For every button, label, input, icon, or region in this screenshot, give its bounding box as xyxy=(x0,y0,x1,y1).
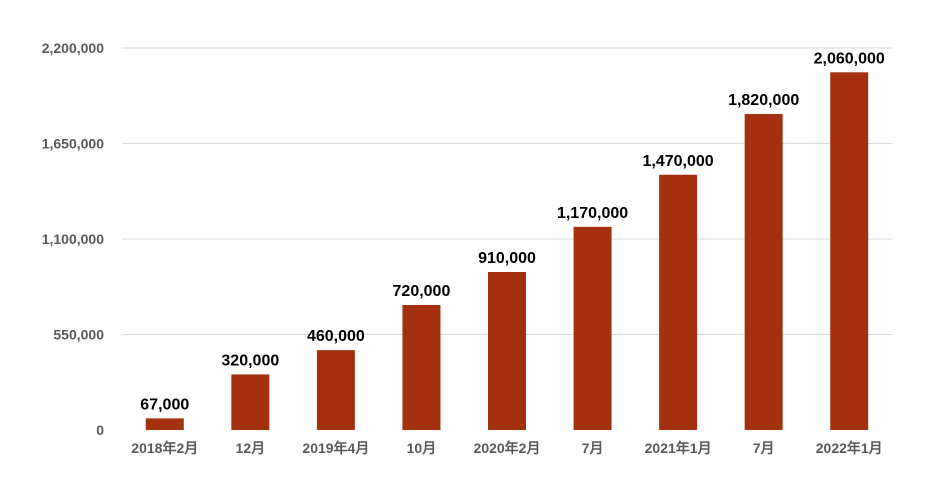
bar xyxy=(744,113,783,431)
bar xyxy=(573,226,612,430)
data-label: 2,060,000 xyxy=(814,50,885,67)
y-tick-label: 550,000 xyxy=(53,327,104,343)
x-tick-label: 2020年2月 xyxy=(474,440,541,456)
bar xyxy=(830,72,869,431)
bar xyxy=(402,304,441,430)
y-tick-label: 2,200,000 xyxy=(42,40,104,56)
data-label: 67,000 xyxy=(140,396,189,413)
bar xyxy=(488,271,526,430)
data-label: 1,170,000 xyxy=(557,205,628,222)
data-labels: 67,000 320,000 460,000 720,000 910,000 1,170,… xyxy=(140,50,885,413)
x-tick-label: 2019年4月 xyxy=(302,440,369,456)
x-tick-label: 7月 xyxy=(753,440,775,456)
y-axis-tick-labels: 0 550,000 1,100,000 1,650,000 2,200,000 xyxy=(42,40,105,438)
bar xyxy=(145,418,184,430)
data-label: 1,470,000 xyxy=(643,153,714,170)
x-tick-label: 2022年1月 xyxy=(816,440,883,456)
data-label: 910,000 xyxy=(478,250,536,267)
x-tick-label: 2018年2月 xyxy=(131,440,198,456)
bar xyxy=(231,374,270,430)
x-tick-label: 7月 xyxy=(582,440,604,456)
x-axis-tick-labels: 2018年2月 12月 2019年4月 10月 2020年2月 7月 2021年1月 7月 20… xyxy=(131,440,882,456)
data-label: 320,000 xyxy=(221,352,279,369)
bar xyxy=(316,350,355,430)
data-label: 720,000 xyxy=(393,283,451,300)
x-tick-label: 12月 xyxy=(236,440,266,456)
bar xyxy=(659,174,698,430)
bars xyxy=(145,72,869,431)
data-label: 460,000 xyxy=(307,328,365,345)
y-tick-label: 1,100,000 xyxy=(42,231,104,247)
x-tick-label: 10月 xyxy=(407,440,437,456)
x-tick-label: 2021年1月 xyxy=(645,440,712,456)
y-tick-label: 1,650,000 xyxy=(42,136,104,152)
data-label: 1,820,000 xyxy=(728,92,799,109)
y-tick-label: 0 xyxy=(96,422,104,438)
